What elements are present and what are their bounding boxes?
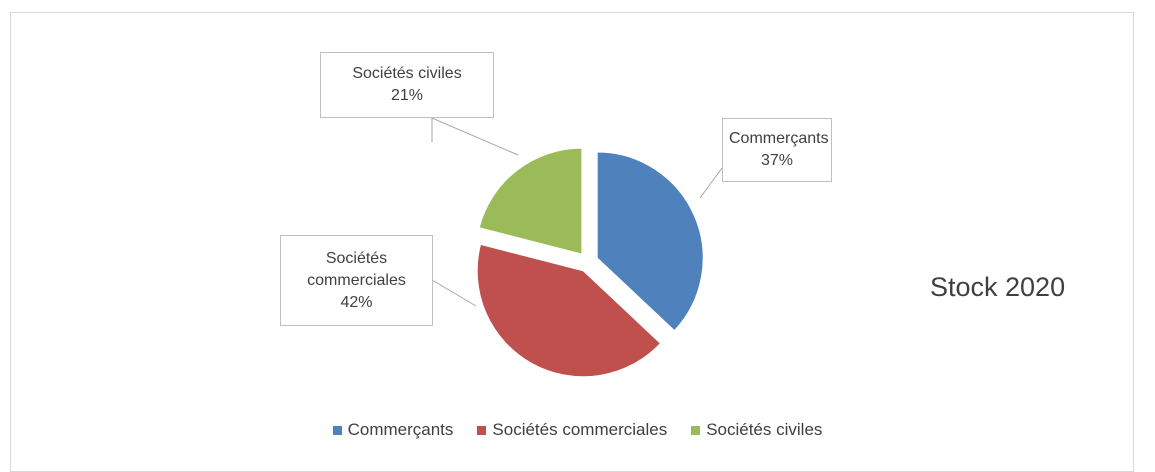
legend: Commerçants Sociétés commerciales Sociétés… — [0, 420, 1155, 440]
legend-swatch — [332, 425, 342, 435]
page: {"chart_data": {"type": "pie", "title": … — [0, 12, 1155, 472]
data-label-value: 37% — [760, 152, 794, 169]
leader-line — [431, 279, 477, 307]
chart-title: Stock 2020 — [930, 272, 1066, 302]
legend-label: Sociétés civiles — [706, 420, 823, 439]
leader-line — [699, 167, 723, 199]
data-label-name: Sociétés commerciales — [307, 249, 406, 289]
pie-slice — [476, 243, 662, 378]
legend-swatch — [691, 425, 701, 435]
data-label: Sociétés civiles 21% — [320, 52, 494, 118]
legend-label: Sociétés commerciales — [492, 420, 668, 439]
legend-label: Commerçants — [347, 420, 454, 439]
pie-slice — [478, 147, 583, 255]
data-label-value: 42% — [340, 293, 373, 311]
legend-item: Sociétés commerciales — [477, 420, 667, 440]
data-label-value: 21% — [390, 87, 424, 104]
data-label-name: Sociétés civiles — [352, 65, 462, 82]
legend-swatch — [477, 425, 487, 435]
data-label-name: Commerçants — [729, 130, 829, 147]
chart — [431, 117, 723, 378]
data-label: Commerçants 37% — [722, 118, 832, 182]
legend-item: Commerçants — [332, 420, 454, 440]
leader-line — [431, 117, 519, 156]
data-label: Sociétés commerciales 42% — [280, 235, 433, 326]
legend-item: Sociétés civiles — [691, 420, 822, 440]
pie-slice — [596, 151, 704, 332]
